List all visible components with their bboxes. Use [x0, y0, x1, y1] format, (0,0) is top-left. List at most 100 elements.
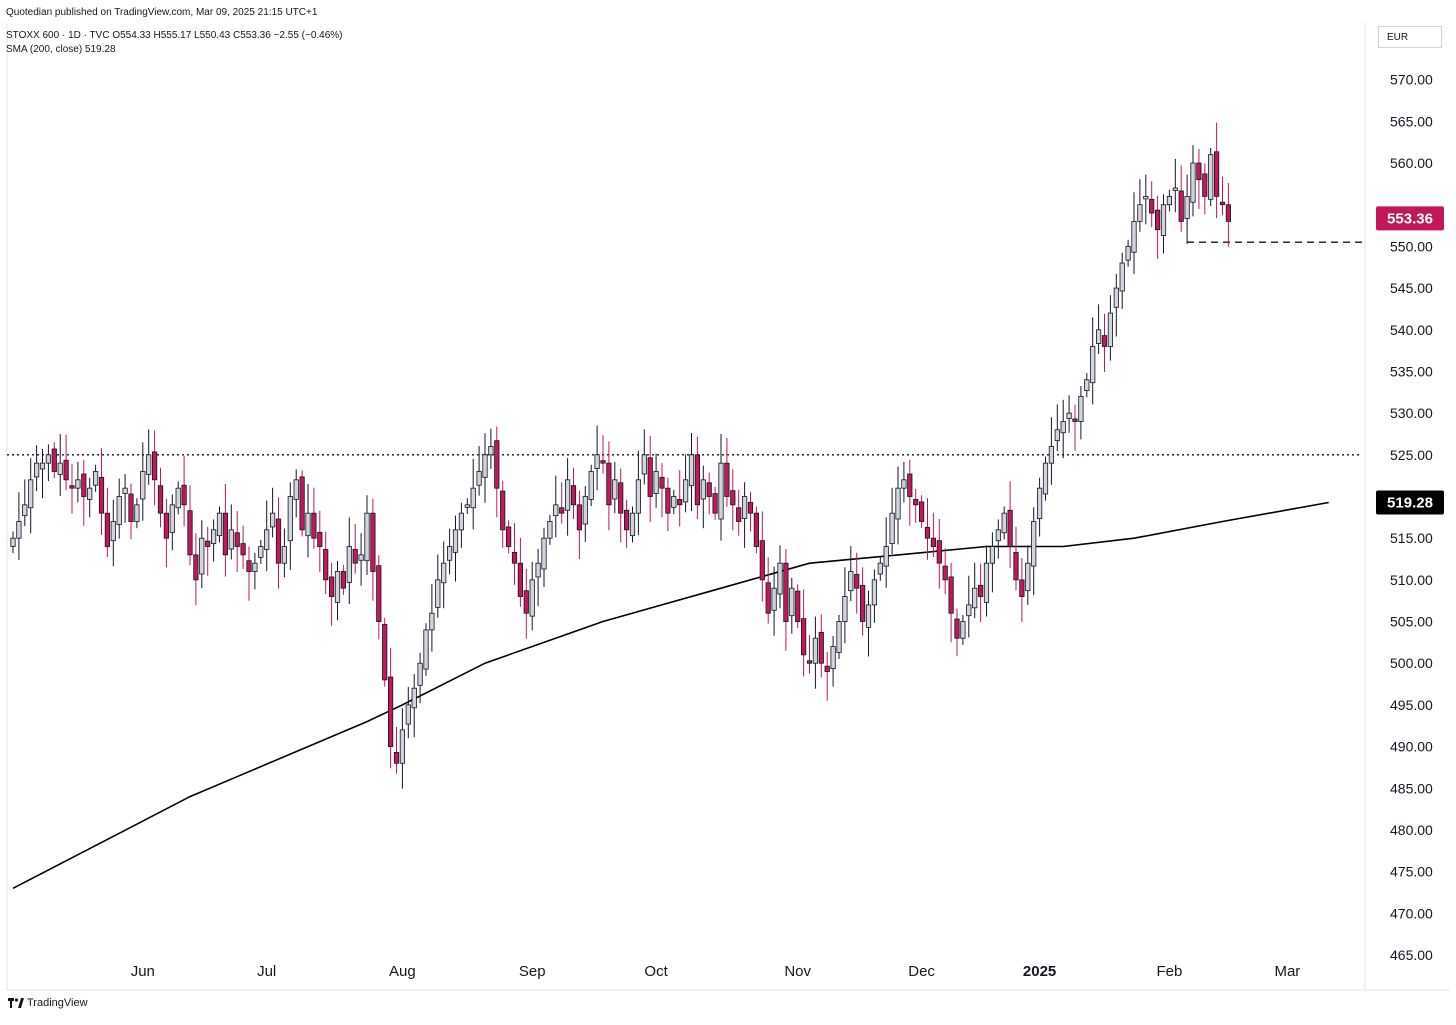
candle-body: [57, 462, 63, 475]
candle-body: [1166, 195, 1172, 206]
candle: [163, 498, 169, 568]
candle: [104, 487, 110, 557]
candle-body: [730, 490, 736, 506]
candle: [694, 436, 701, 520]
candle-body: [647, 457, 653, 497]
candle-body: [559, 507, 565, 514]
candle-body: [860, 584, 866, 622]
candle-body: [10, 537, 16, 547]
candle-body: [913, 499, 919, 506]
candle: [1149, 181, 1155, 228]
candle-body: [824, 665, 830, 672]
candle-body: [1184, 195, 1190, 219]
candle: [517, 537, 524, 607]
candle: [1007, 481, 1013, 569]
candles-layer: [10, 122, 1231, 789]
candle: [629, 506, 636, 543]
candle-body: [1054, 429, 1060, 442]
candle: [730, 468, 736, 531]
candle-body: [146, 454, 152, 475]
candle-body: [429, 612, 435, 631]
candle-body: [476, 471, 482, 486]
candle-body: [441, 562, 447, 584]
candle-body: [482, 454, 488, 478]
candle-body: [783, 562, 789, 622]
candle-body: [830, 646, 836, 670]
candle: [51, 442, 57, 479]
candle-body: [116, 496, 122, 525]
x-tick-label: Mar: [1274, 963, 1300, 980]
candle: [978, 563, 984, 622]
candle-body: [464, 504, 470, 508]
candle-body: [582, 496, 588, 525]
candle: [311, 487, 317, 549]
candle-body: [565, 479, 571, 511]
candle: [1178, 165, 1184, 232]
candle: [1196, 148, 1202, 209]
candle-body: [683, 479, 689, 503]
candle: [924, 498, 931, 560]
candle-body: [210, 529, 217, 544]
candle: [28, 458, 34, 534]
candle: [1107, 295, 1113, 361]
x-tick-label: Jul: [257, 963, 276, 980]
candle: [624, 499, 630, 548]
candle: [452, 515, 459, 582]
candle: [458, 502, 465, 548]
candle: [317, 510, 323, 572]
y-tick-label: 530.00: [1390, 405, 1433, 421]
candle: [671, 489, 677, 515]
candle: [789, 577, 795, 634]
candle-body: [919, 501, 925, 522]
y-tick-label: 540.00: [1390, 322, 1433, 338]
candle: [346, 517, 352, 605]
y-tick-label: 560.00: [1390, 155, 1433, 171]
candle-body: [606, 462, 612, 506]
candle-body: [151, 451, 158, 481]
candle: [299, 470, 305, 537]
candle-body: [1084, 379, 1090, 392]
candle: [860, 567, 866, 636]
candle-body: [1178, 190, 1184, 222]
candle-body: [405, 704, 411, 725]
candle-body: [517, 562, 524, 597]
currency-selector[interactable]: EUR: [1378, 26, 1442, 48]
candle-body: [287, 496, 293, 542]
candle-body: [163, 512, 169, 539]
candle-body: [488, 446, 494, 456]
candle-body: [1019, 579, 1025, 597]
candle-body: [865, 604, 872, 628]
y-tick-label: 525.00: [1390, 447, 1433, 463]
y-tick-label: 480.00: [1390, 822, 1433, 838]
candle-body: [69, 485, 75, 489]
candle-body: [417, 662, 423, 686]
candle: [647, 436, 653, 522]
candle-body: [960, 621, 966, 639]
candle-body: [1125, 246, 1131, 261]
candle: [482, 433, 488, 503]
candle-body: [1202, 173, 1208, 197]
candle-body: [222, 512, 228, 556]
candle: [989, 532, 996, 593]
candle: [742, 482, 748, 548]
candle: [417, 652, 423, 704]
candle: [334, 561, 341, 621]
candle: [464, 498, 470, 515]
candle-body: [635, 479, 642, 514]
ohlc-legend: STOXX 600 · 1D · TVC O554.33 H555.17 L55…: [6, 30, 343, 41]
y-tick-label: 505.00: [1390, 614, 1433, 630]
candle-body: [1214, 151, 1220, 197]
candle: [275, 497, 282, 589]
candle: [240, 525, 246, 570]
candle-body: [600, 460, 606, 464]
x-tick-label: Oct: [644, 963, 668, 980]
candle-body: [505, 526, 512, 547]
candle: [205, 526, 211, 576]
candle-body: [706, 482, 712, 497]
candle-body: [541, 537, 547, 570]
candle: [429, 584, 435, 652]
last-price-badge-label: 553.36: [1387, 210, 1433, 227]
candle: [1155, 195, 1161, 259]
